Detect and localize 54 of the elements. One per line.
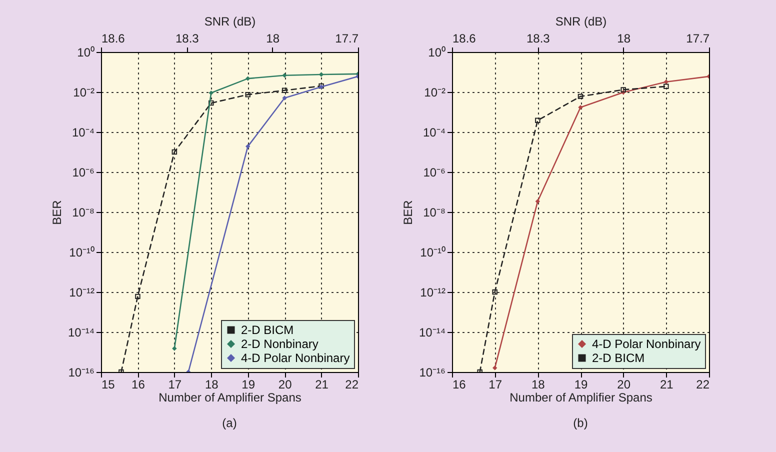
y-tick-label: 10⁻¹⁰ (69, 246, 94, 260)
y-tick-label: 10⁻⁶ (423, 166, 446, 180)
y-tick-label: 10⁻⁶ (72, 166, 95, 180)
x-tick-label: 22 (696, 378, 710, 392)
y-tick-label: 10⁻¹⁰ (420, 246, 446, 260)
x2-tick-label: 17.7 (335, 32, 359, 46)
y-tick-label: 10⁻⁸ (72, 206, 94, 220)
x-tick-label: 17 (488, 378, 502, 392)
legend-label: 2-D Nonbinary (241, 337, 318, 351)
text: (a) (222, 416, 237, 430)
x2-tick-label: 18 (617, 32, 631, 46)
y-tick-label: 10⁰ (428, 46, 446, 60)
y-tick-label: 10⁻¹⁶ (68, 366, 95, 380)
x-tick-label: 22 (345, 378, 359, 392)
y-tick-label: 10⁻⁴ (72, 126, 94, 140)
x2-tick-label: 18.6 (102, 32, 126, 46)
legend-label: 4-D Polar Nonbinary (592, 337, 701, 351)
x2-tick-label: 17.7 (686, 32, 710, 46)
x-tick-label: 15 (102, 378, 116, 392)
x-tick-label: 21 (660, 378, 674, 392)
x2-tick-label: 18 (266, 32, 280, 46)
x-tick-label: 18 (204, 378, 219, 392)
y-tick-label: 10⁻¹⁴ (68, 326, 94, 340)
x2-axis-title: SNR (dB) (555, 14, 607, 28)
y-axis-title: BER (401, 200, 415, 225)
x-tick-label: 18 (531, 378, 546, 392)
y-tick-label: 10⁻⁴ (422, 126, 446, 140)
y-tick-label: 10⁻¹⁴ (419, 326, 446, 340)
x-axis-title: Number of Amplifier Spans (158, 390, 302, 404)
x-tick-label: 16 (452, 378, 466, 392)
x-tick-label: 20 (617, 378, 631, 392)
x-tick-label: 19 (574, 378, 588, 392)
y-axis-title: BER (50, 200, 64, 225)
x-tick-label: 16 (132, 378, 146, 392)
x2-tick-label: 18.3 (175, 32, 200, 46)
y-tick-label: 10⁻¹⁶ (419, 366, 446, 380)
y-tick-label: 10⁻² (73, 86, 95, 100)
text: (b) (573, 416, 588, 430)
x-tick-label: 20 (278, 378, 292, 392)
x-axis-title: Number of Amplifier Spans (510, 390, 652, 404)
x2-axis-title: SNR (dB) (204, 14, 256, 28)
x-tick-label: 21 (315, 378, 329, 392)
y-tick-label: 10⁻⁸ (423, 206, 446, 220)
legend-label: 2-D BICM (241, 323, 294, 337)
x-tick-label: 19 (242, 378, 256, 392)
y-tick-label: 10⁰ (77, 46, 94, 60)
x2-tick-label: 18.6 (452, 32, 476, 46)
y-tick-label: 10⁻¹² (69, 286, 94, 300)
x2-tick-label: 18.3 (526, 32, 550, 46)
y-tick-label: 10⁻¹² (420, 286, 446, 300)
x-tick-label: 17 (168, 378, 182, 392)
legend-label: 4-D Polar Nonbinary (241, 351, 350, 365)
y-tick-label: 10⁻² (424, 86, 446, 100)
legend-label: 2-D BICM (592, 351, 645, 365)
